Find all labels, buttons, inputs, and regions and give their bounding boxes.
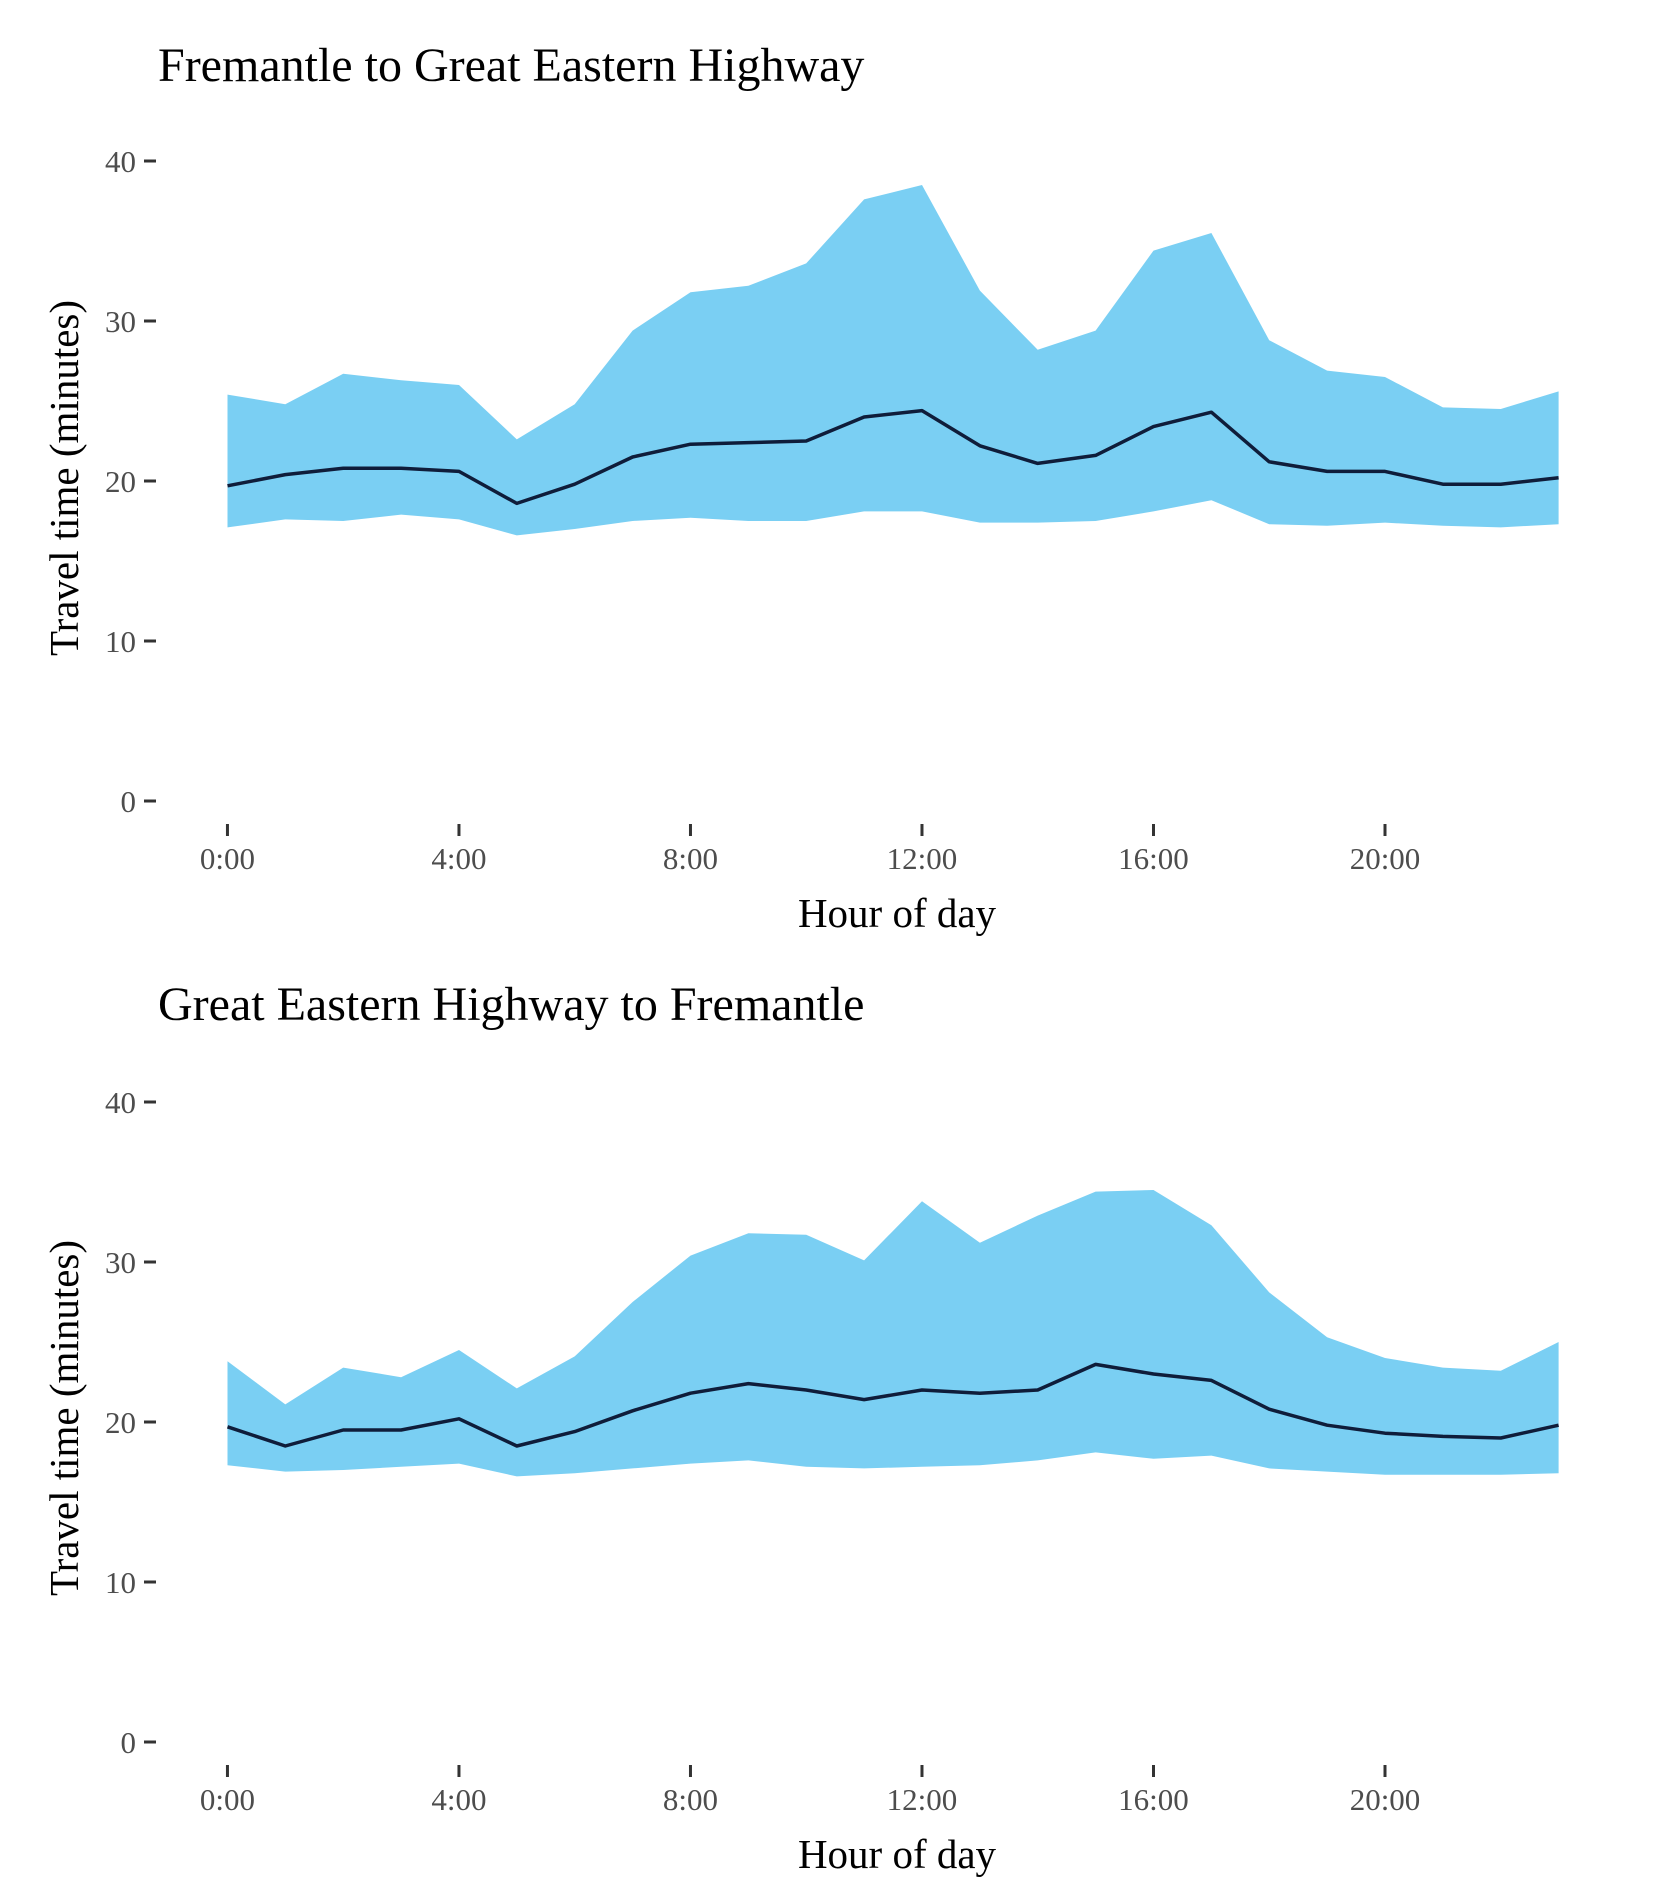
y-tick-label-bottom-0: 0 <box>121 1725 137 1760</box>
x-tick-label-top-0: 0:00 <box>200 841 255 876</box>
y-tick-label-top-40: 40 <box>105 144 136 179</box>
range-band-bottom <box>227 1190 1559 1477</box>
x-tick-label-bottom-20: 20:00 <box>1350 1782 1421 1817</box>
y-tick-label-top-30: 30 <box>105 304 136 339</box>
y-axis-title-bottom: Travel time (minutes) <box>41 1240 87 1596</box>
x-tick-label-bottom-8: 8:00 <box>663 1782 718 1817</box>
y-axis-title-top: Travel time (minutes) <box>41 300 87 656</box>
plot-area-top: 0 10 20 30 40 0:00 4:00 8:00 12:00 16:00 20:00 <box>105 144 1559 876</box>
x-tick-label-bottom-0: 0:00 <box>200 1782 255 1817</box>
x-tick-label-top-8: 8:00 <box>663 841 718 876</box>
chart-title-top: Fremantle to Great Eastern Highway <box>158 39 864 92</box>
y-tick-label-bottom-40: 40 <box>105 1085 136 1120</box>
chart-title-bottom: Great Eastern Highway to Fremantle <box>158 978 864 1031</box>
x-tick-label-bottom-12: 12:00 <box>887 1782 958 1817</box>
x-tick-label-bottom-16: 16:00 <box>1118 1782 1189 1817</box>
y-tick-label-top-20: 20 <box>105 464 136 499</box>
x-tick-label-top-16: 16:00 <box>1118 841 1189 876</box>
panel-top: Fremantle to Great Eastern Highway Trave… <box>41 39 1559 936</box>
x-tick-label-top-20: 20:00 <box>1350 841 1421 876</box>
median-line-top <box>227 408 1559 506</box>
y-tick-label-top-10: 10 <box>105 624 136 659</box>
y-tick-label-bottom-10: 10 <box>105 1565 136 1600</box>
x-tick-label-top-4: 4:00 <box>431 841 486 876</box>
y-tick-label-top-0: 0 <box>121 784 137 819</box>
x-axis-title-top: Hour of day <box>798 890 997 936</box>
y-tick-label-bottom-30: 30 <box>105 1245 136 1280</box>
x-tick-label-bottom-4: 4:00 <box>431 1782 486 1817</box>
plot-area-bottom: 0 10 20 30 40 0:00 4:00 8:00 12:00 16:00 20:00 <box>105 1085 1559 1817</box>
y-tick-label-bottom-20: 20 <box>105 1405 136 1440</box>
panel-bottom: Great Eastern Highway to Fremantle Trave… <box>41 978 1559 1877</box>
x-axis-title-bottom: Hour of day <box>798 1831 997 1877</box>
range-band-top <box>227 185 1559 536</box>
median-line-bottom <box>226 1362 1559 1448</box>
x-tick-label-top-12: 12:00 <box>887 841 958 876</box>
